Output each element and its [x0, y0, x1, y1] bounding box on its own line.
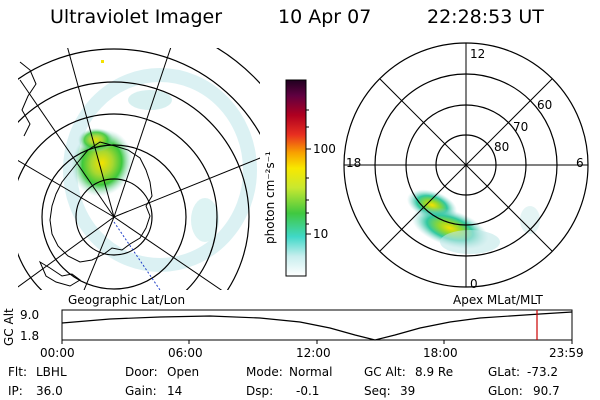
colorbar	[285, 79, 307, 277]
mlt-label-6: 6	[576, 156, 584, 170]
mlt-label-0: 0	[470, 277, 478, 291]
footer-seq-label: Seq:	[364, 384, 391, 398]
mlt-label-18: 18	[346, 156, 362, 170]
footer-flt-label: Flt:	[8, 365, 27, 379]
footer-ip-value: 36.0	[36, 384, 63, 398]
sun-marker	[101, 60, 104, 63]
mlat-mlt-polar	[343, 42, 589, 288]
footer-flt-value: LBHL	[36, 365, 67, 379]
mlat-label-70: 70	[513, 120, 529, 134]
time-label: 22:28:53 UT	[427, 6, 544, 28]
footer-gcalt-label: GC Alt:	[364, 365, 406, 379]
xtick-1200: 12:00	[296, 346, 331, 360]
altitude-ytick-high: 9.0	[20, 308, 40, 322]
xtick-0000: 00:00	[40, 346, 75, 360]
colorbar-tick-100: 100	[313, 142, 336, 156]
footer-glat-value: -73.2	[527, 365, 559, 379]
footer-glon-value: 90.7	[533, 384, 560, 398]
footer-gain-value: 14	[167, 384, 183, 398]
footer-glon-label: GLon:	[488, 384, 523, 398]
footer-door-value: Open	[167, 365, 200, 379]
footer-mode-label: Mode:	[246, 365, 283, 379]
altitude-curve	[61, 311, 573, 341]
footer-glat-label: GLat:	[488, 365, 521, 379]
mlt-label-12: 12	[470, 47, 486, 61]
footer-gcalt-value: 8.9 Re	[415, 365, 454, 379]
footer-dsp-label: Dsp:	[246, 384, 274, 398]
xtick-2359: 23:59	[549, 346, 584, 360]
footer-dsp-value: -0.1	[296, 384, 320, 398]
mlat-label-80: 80	[494, 140, 510, 154]
altitude-ytick-low: 1.8	[20, 329, 40, 343]
footer-mode-value: Normal	[289, 365, 333, 379]
colorbar-tick-10: 10	[313, 227, 329, 241]
instrument-title: Ultraviolet Imager	[50, 6, 223, 28]
geographic-map	[18, 48, 260, 290]
altitude-ylabel: GC Alt	[2, 308, 16, 346]
footer-ip-label: IP:	[8, 384, 23, 398]
footer-gain-label: Gain:	[125, 384, 157, 398]
right-projection-label: Apex MLat/MLT	[453, 293, 543, 307]
colorbar-unit-label: photon cm⁻²s⁻¹	[263, 151, 277, 244]
date-label: 10 Apr 07	[278, 6, 372, 28]
footer-seq-value: 39	[400, 384, 416, 398]
mlat-label-60: 60	[537, 98, 553, 112]
xtick-1800: 18:00	[423, 346, 458, 360]
xtick-0600: 06:00	[168, 346, 203, 360]
left-projection-label: Geographic Lat/Lon	[68, 293, 186, 307]
footer-door-label: Door:	[125, 365, 158, 379]
